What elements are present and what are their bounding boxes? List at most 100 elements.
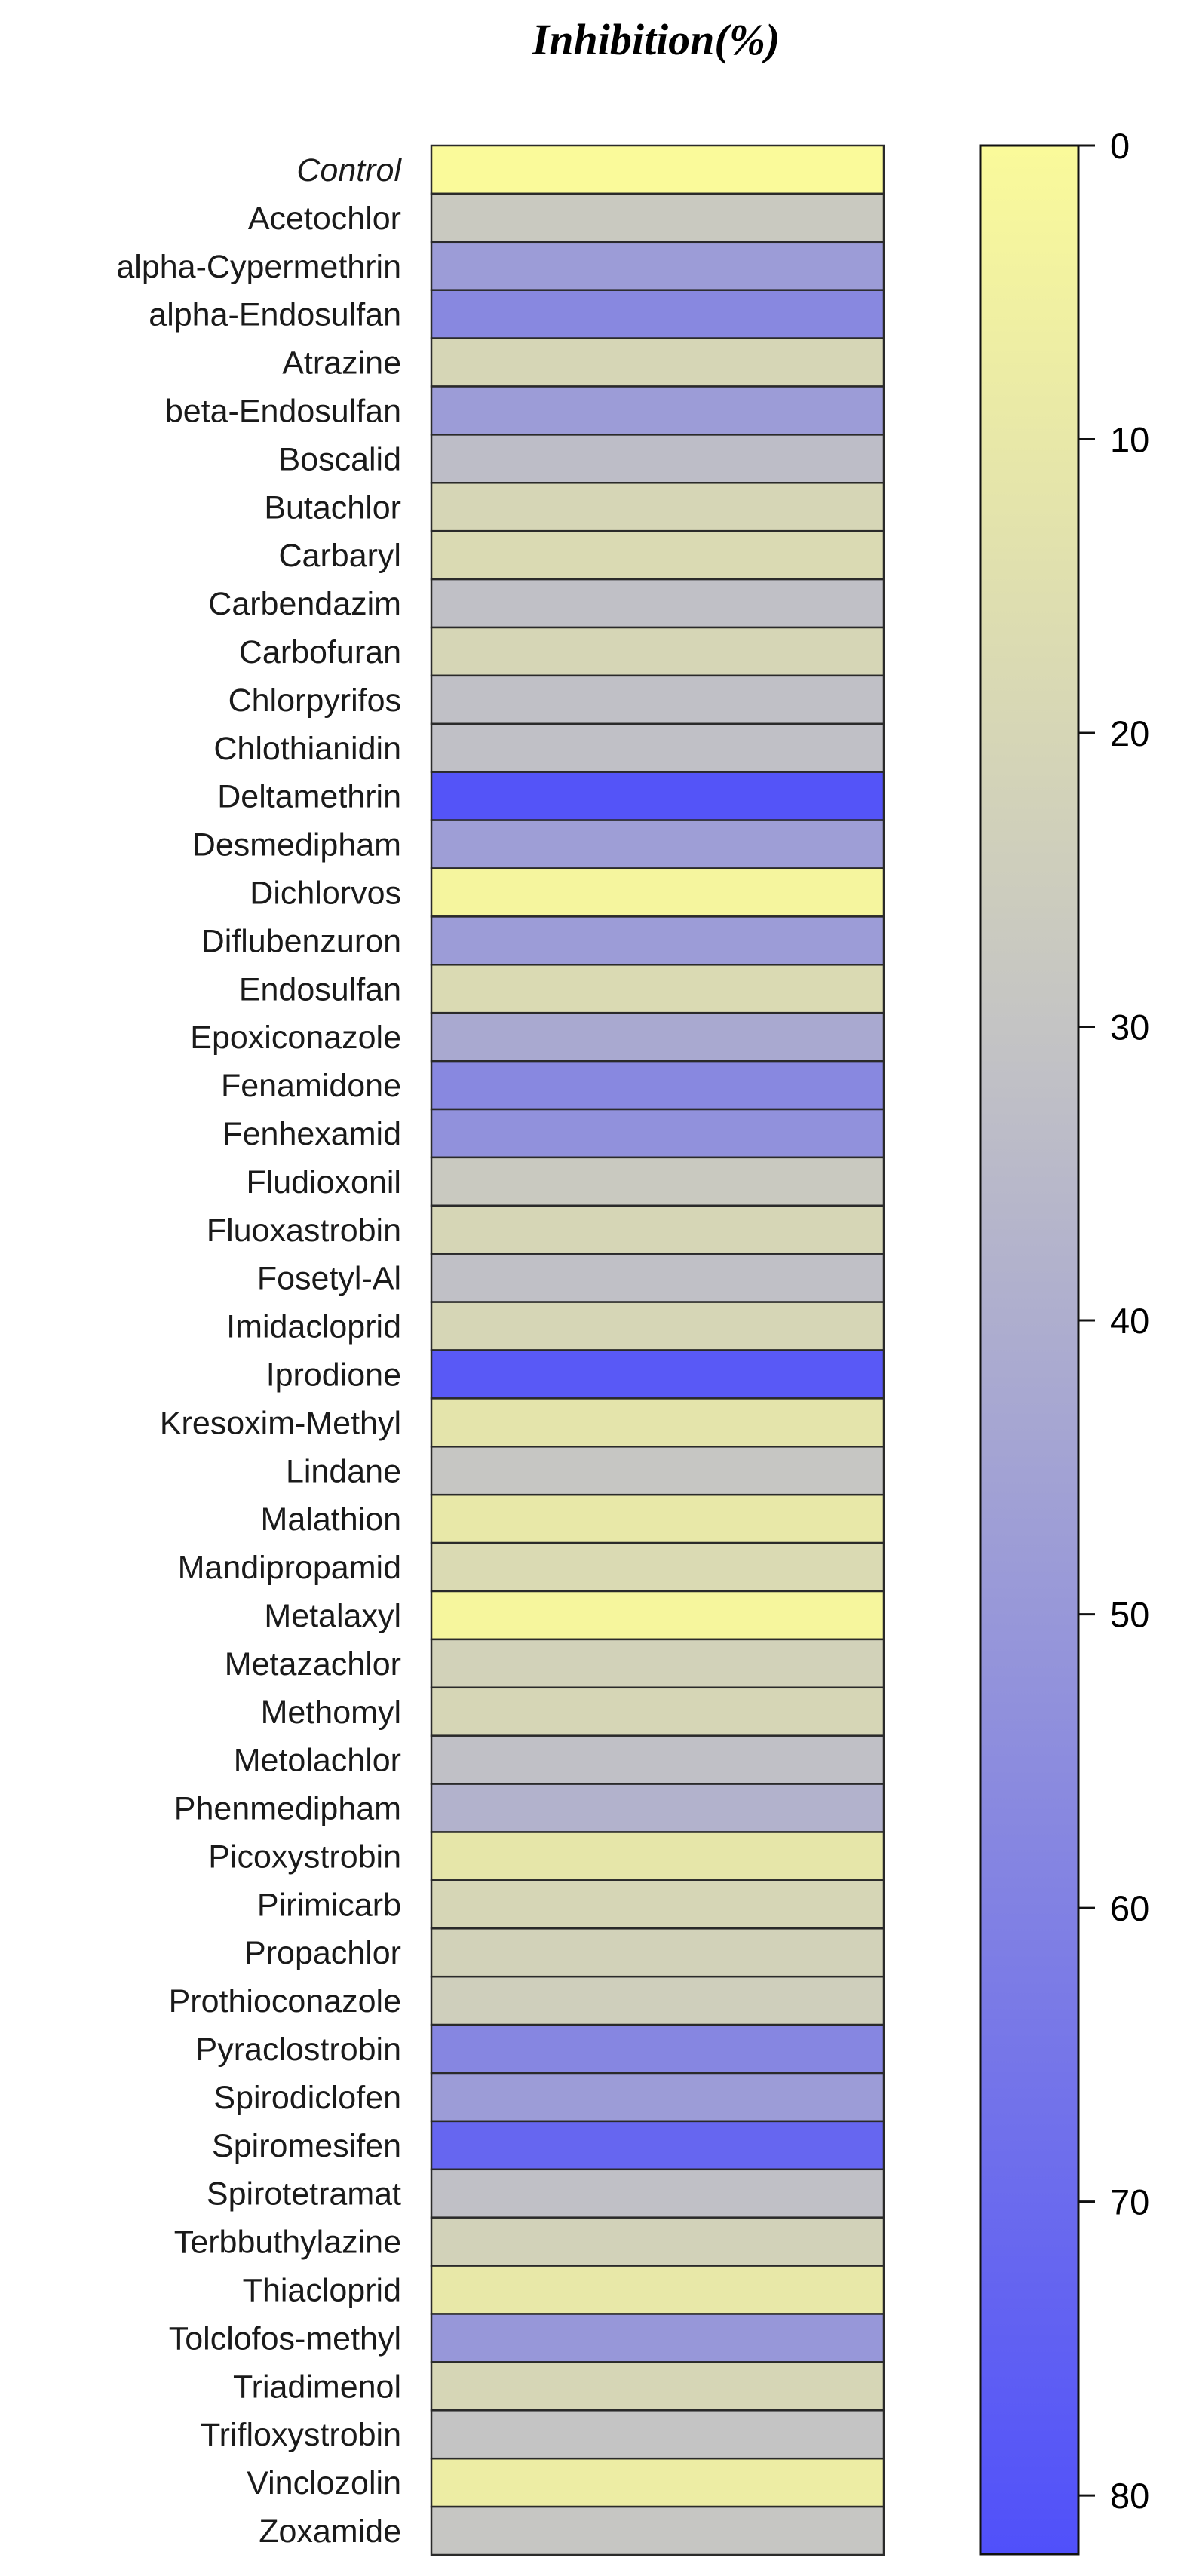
colorbar-tick-label-40: 40 — [1110, 1301, 1149, 1341]
heat-cell-spirodiclofen — [430, 2072, 885, 2123]
colorbar-tick-label-70: 70 — [1110, 2182, 1149, 2222]
heat-cell-fluoxastrobin — [430, 1204, 885, 1255]
row-label-imidacloprid: Imidacloprid — [226, 1309, 401, 1345]
heat-cell-thiacloprid — [430, 2265, 885, 2315]
row-label-diflubenzuron: Diflubenzuron — [201, 923, 401, 959]
heat-cell-kresoxim-methyl — [430, 1397, 885, 1448]
row-label-spiromesifen: Spiromesifen — [212, 2128, 401, 2164]
colorbar-tick-label-30: 30 — [1110, 1007, 1149, 1047]
row-label-alpha-cypermethrin: alpha-Cypermethrin — [116, 249, 401, 285]
row-label-fludioxonil: Fludioxonil — [246, 1164, 401, 1201]
row-label-picoxystrobin: Picoxystrobin — [208, 1838, 401, 1875]
row-label-chlothianidin: Chlothianidin — [213, 731, 401, 767]
colorbar-tick-label-20: 20 — [1110, 713, 1149, 753]
heat-cell-tolclofos-methyl — [430, 2313, 885, 2363]
row-label-atrazine: Atrazine — [282, 345, 401, 382]
heat-cell-acetochlor — [430, 192, 885, 244]
row-label-acetochlor: Acetochlor — [248, 201, 401, 237]
row-label-terbbuthylazine: Terbbuthylazine — [174, 2225, 401, 2261]
colorbar-tick-label-0: 0 — [1110, 126, 1130, 166]
heat-cell-malathion — [430, 1493, 885, 1544]
row-label-malathion: Malathion — [261, 1501, 401, 1538]
heat-cell-alpha-cypermethrin — [430, 241, 885, 291]
row-label-iprodione: Iprodione — [266, 1357, 401, 1394]
row-label-thiacloprid: Thiacloprid — [243, 2273, 401, 2309]
heat-cell-phenmedipham — [430, 1783, 885, 1833]
heat-cell-fenamidone — [430, 1060, 885, 1111]
colorbar-tick-label-10: 10 — [1110, 420, 1149, 460]
heat-cell-chlorpyrifos — [430, 674, 885, 725]
heat-cell-epoxiconazole — [430, 1011, 885, 1063]
heat-cell-pyraclostrobin — [430, 2023, 885, 2075]
heat-cell-methomyl — [430, 1686, 885, 1737]
heat-cell-deltamethrin — [430, 771, 885, 821]
heat-cell-metazachlor — [430, 1638, 885, 1689]
colorbar-tick-label-80: 80 — [1110, 2476, 1149, 2516]
chart-title: Inhibition(%) — [532, 15, 781, 64]
row-label-metolachlor: Metolachlor — [234, 1743, 401, 1779]
row-label-pyraclostrobin: Pyraclostrobin — [196, 2032, 401, 2068]
heat-cell-pirimicarb — [430, 1879, 885, 1930]
heat-cell-picoxystrobin — [430, 1831, 885, 1881]
row-label-metalaxyl: Metalaxyl — [264, 1598, 401, 1634]
heat-cell-mandipropamid — [430, 1541, 885, 1593]
heat-cell-atrazine — [430, 337, 885, 388]
colorbar-bar — [979, 144, 1080, 2556]
row-label-phenmedipham: Phenmedipham — [174, 1791, 401, 1827]
row-label-control: Control — [296, 152, 402, 189]
row-label-endosulfan: Endosulfan — [239, 971, 401, 1007]
heat-cell-triadimenol — [430, 2361, 885, 2412]
heat-cell-chlothianidin — [430, 722, 885, 773]
heat-cell-lindane — [430, 1446, 885, 1496]
heat-cell-fosetyl-al — [430, 1253, 885, 1303]
row-label-butachlor: Butachlor — [264, 489, 401, 526]
heat-cell-butachlor — [430, 482, 885, 532]
row-label-pirimicarb: Pirimicarb — [257, 1887, 401, 1923]
heat-cell-carbendazim — [430, 578, 885, 629]
row-label-prothioconazole: Prothioconazole — [169, 1983, 401, 2019]
heat-cell-metalaxyl — [430, 1590, 885, 1641]
row-label-methomyl: Methomyl — [261, 1694, 401, 1731]
colorbar: 0 10 20 30 40 50 60 70 80 — [979, 126, 1149, 2556]
heat-cell-carbaryl — [430, 529, 885, 581]
row-label-fluoxastrobin: Fluoxastrobin — [207, 1213, 401, 1249]
row-label-fenamidone: Fenamidone — [221, 1068, 401, 1104]
heat-cell-beta-endosulfan — [430, 385, 885, 436]
heat-cell-carbofuran — [430, 626, 885, 677]
row-label-triadimenol: Triadimenol — [233, 2369, 401, 2405]
heat-cell-fludioxonil — [430, 1156, 885, 1207]
row-label-dichlorvos: Dichlorvos — [250, 876, 401, 912]
heat-cell-trifloxystrobin — [430, 2409, 885, 2460]
heat-cell-desmedipham — [430, 819, 885, 869]
row-label-fosetyl-al: Fosetyl-Al — [257, 1261, 401, 1297]
heat-cell-spiromesifen — [430, 2120, 885, 2171]
row-label-carbendazim: Carbendazim — [208, 586, 401, 622]
heatmap-rows: Control Acetochlor alpha-Cypermethrin alpha… — [116, 144, 885, 2556]
row-label-fenhexamid: Fenhexamid — [222, 1116, 401, 1152]
heat-cell-diflubenzuron — [430, 915, 885, 966]
heat-cell-propachlor — [430, 1927, 885, 1978]
row-label-epoxiconazole: Epoxiconazole — [190, 1020, 401, 1056]
heat-cell-terbbuthylazine — [430, 2216, 885, 2267]
row-label-zoxamide: Zoxamide — [259, 2513, 401, 2550]
heat-cell-alpha-endosulfan — [430, 289, 885, 339]
row-label-alpha-endosulfan: alpha-Endosulfan — [149, 297, 401, 333]
heat-cell-dichlorvos — [430, 867, 885, 918]
row-label-tolclofos-methyl: Tolclofos-methyl — [169, 2320, 401, 2357]
heat-cell-boscalid — [430, 434, 885, 484]
row-label-desmedipham: Desmedipham — [192, 827, 401, 863]
row-label-kresoxim-methyl: Kresoxim-Methyl — [160, 1405, 401, 1441]
heat-cell-spirotetramat — [430, 2168, 885, 2219]
row-label-mandipropamid: Mandipropamid — [178, 1550, 401, 1586]
heat-cell-metolachlor — [430, 1734, 885, 1785]
colorbar-tick-label-50: 50 — [1110, 1595, 1149, 1635]
row-label-boscalid: Boscalid — [278, 441, 401, 477]
row-label-carbaryl: Carbaryl — [279, 538, 402, 574]
heat-cell-vinclozolin — [430, 2457, 885, 2508]
heat-cell-prothioconazole — [430, 1975, 885, 2026]
row-label-chlorpyrifos: Chlorpyrifos — [228, 682, 401, 719]
row-label-lindane: Lindane — [286, 1453, 401, 1489]
row-label-spirotetramat: Spirotetramat — [207, 2176, 401, 2213]
row-label-propachlor: Propachlor — [244, 1935, 401, 1971]
